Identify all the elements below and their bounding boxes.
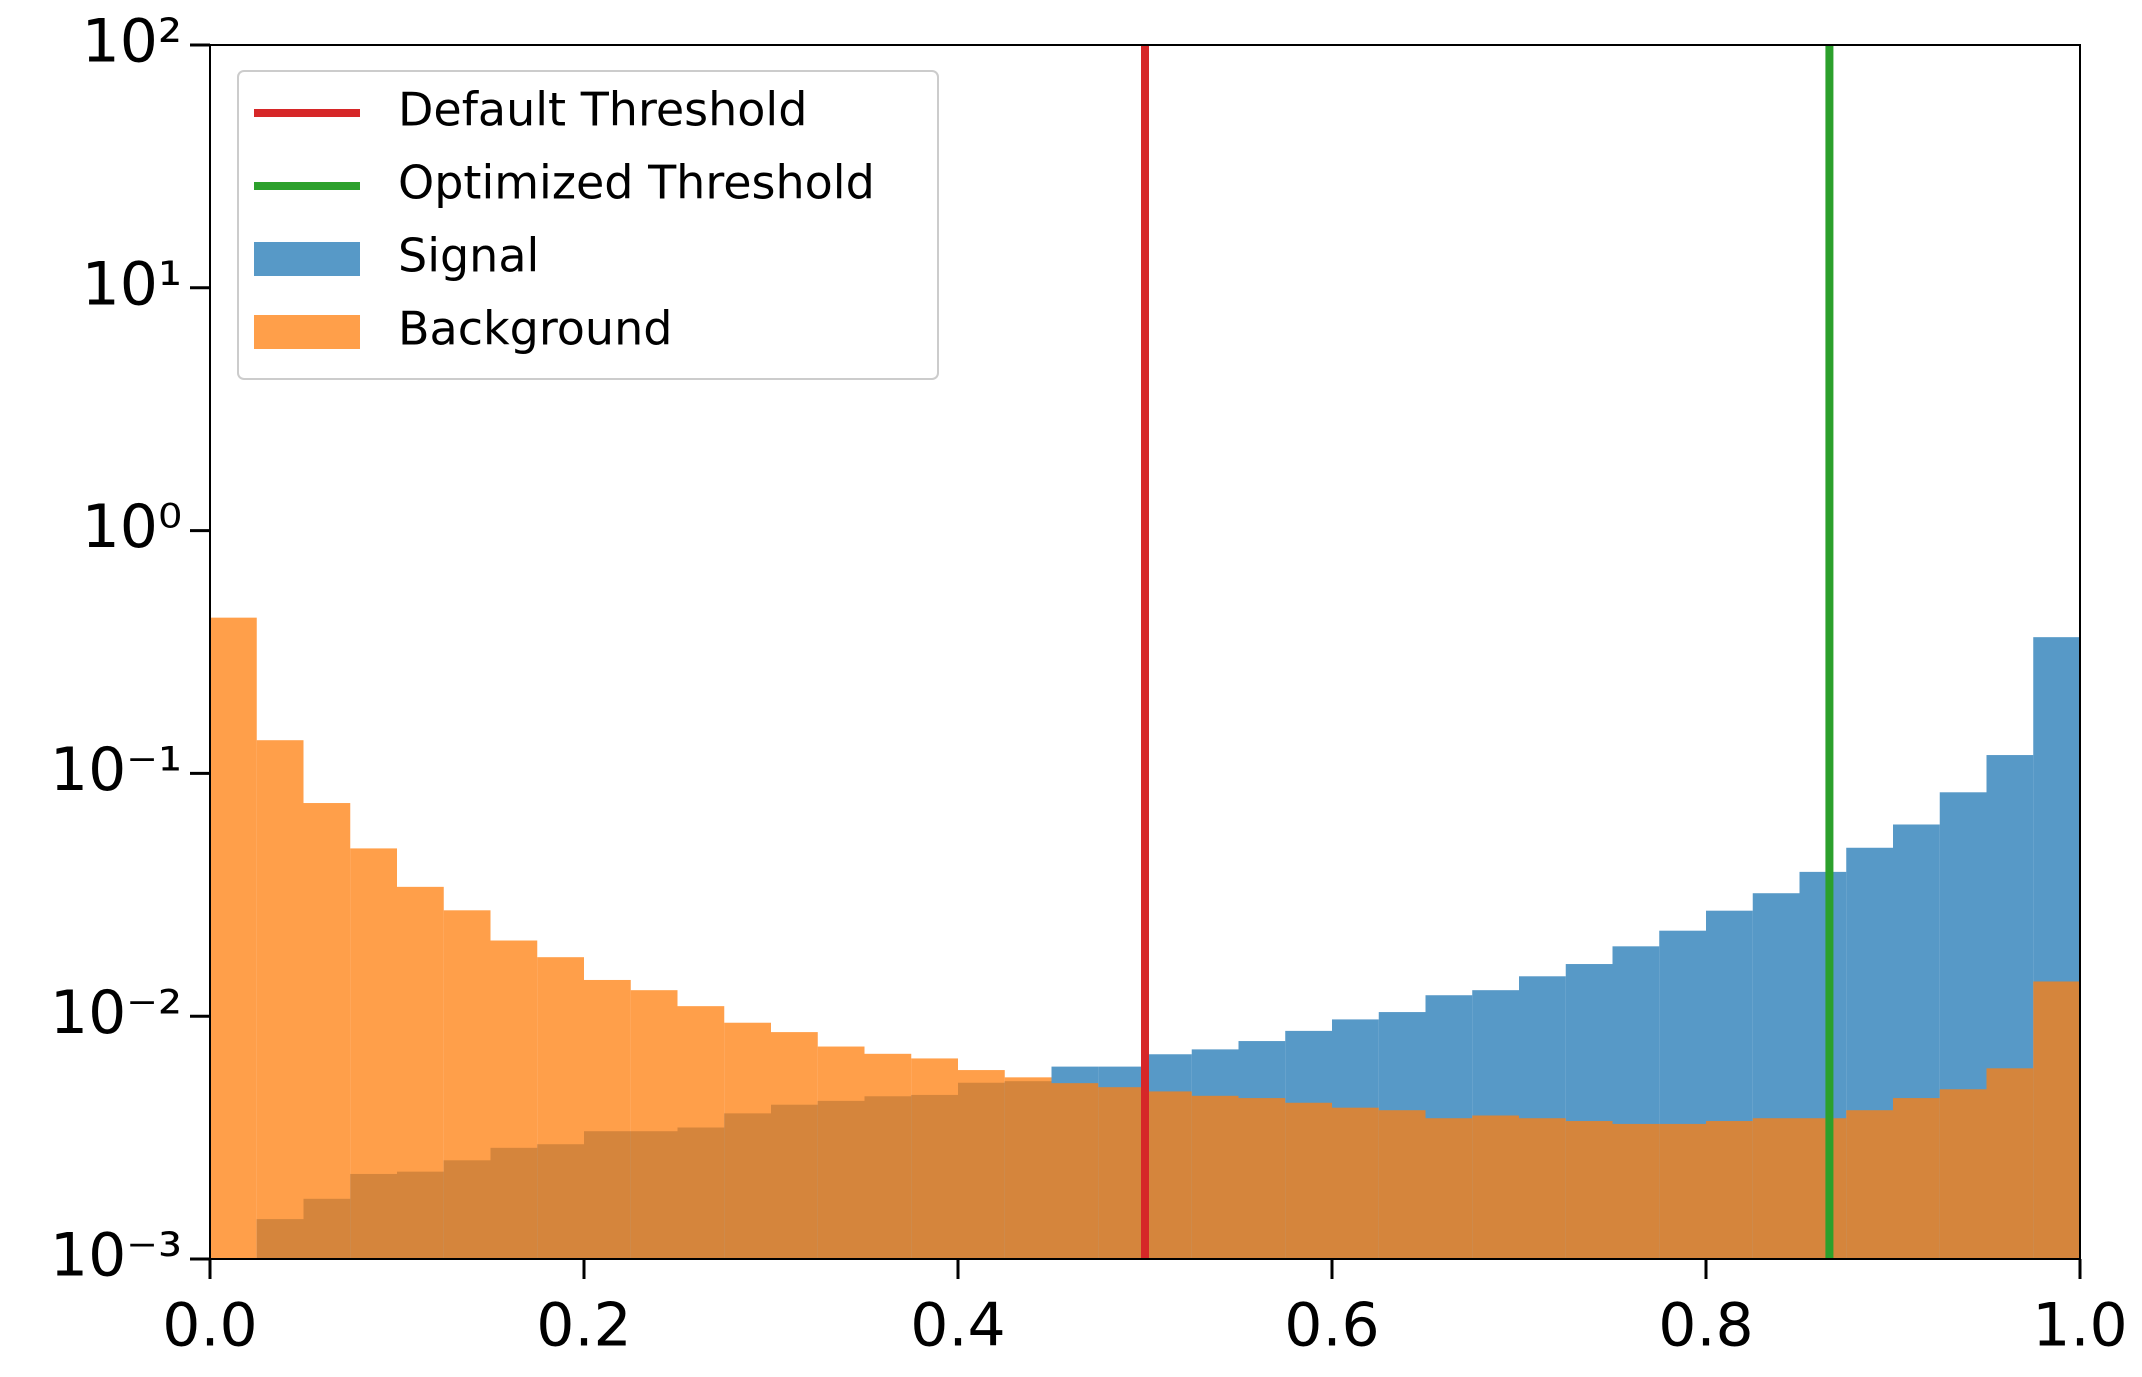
x-tick-label: 0.0	[162, 1291, 257, 1361]
y-tick-label: 10⁻³	[50, 1221, 182, 1291]
histogram-bar	[1846, 1110, 1893, 1259]
legend-label: Signal	[398, 229, 539, 283]
histogram-bar	[210, 617, 257, 1259]
x-tick-label: 0.6	[1284, 1291, 1379, 1361]
histogram-bar	[911, 1058, 958, 1259]
histogram-bar	[1332, 1107, 1379, 1259]
histogram-bar	[630, 990, 678, 1259]
histogram-bar	[1191, 1095, 1239, 1259]
x-tick-label: 0.8	[1658, 1291, 1753, 1361]
histogram-bar	[443, 910, 491, 1259]
legend-label: Default Threshold	[398, 83, 807, 137]
histogram-bar	[1706, 1121, 1753, 1259]
histogram-bar	[1612, 1123, 1660, 1259]
histogram-bar	[864, 1053, 912, 1259]
histogram-bar	[1659, 1123, 1706, 1259]
histogram-bar	[1986, 1068, 2034, 1259]
histogram-bar	[1752, 1118, 1800, 1259]
legend-label: Background	[398, 302, 672, 356]
histogram-bar	[1378, 1110, 1426, 1259]
histogram-bar	[537, 957, 584, 1259]
histogram-bar	[1051, 1083, 1099, 1259]
histogram-bar	[1145, 1091, 1192, 1259]
histogram-bar	[397, 886, 444, 1259]
y-tick-label: 10¹	[82, 249, 182, 319]
histogram-bar	[817, 1046, 865, 1259]
histogram-bar	[1098, 1087, 1145, 1259]
histogram-bar	[1004, 1077, 1052, 1259]
histogram-bar	[1285, 1102, 1332, 1259]
y-tick-label: 10⁻¹	[50, 735, 182, 805]
histogram-bar	[490, 940, 538, 1259]
legend-label: Optimized Threshold	[398, 156, 875, 210]
histogram-bar	[1472, 1115, 1519, 1259]
legend-frame	[237, 70, 939, 380]
histogram-bar	[1893, 1098, 1940, 1259]
histogram-bar	[1565, 1121, 1613, 1259]
x-tick-label: 0.2	[536, 1291, 631, 1361]
histogram-bar	[1799, 1118, 1847, 1259]
plot-frame	[209, 44, 2081, 1260]
y-tick-label: 10²	[82, 7, 182, 77]
histogram-bar	[1238, 1098, 1286, 1259]
x-tick-label: 1.0	[2032, 1291, 2127, 1361]
histogram-bar	[724, 1022, 771, 1259]
histogram-bar	[350, 848, 397, 1259]
histogram-bar	[1519, 1118, 1566, 1259]
x-tick-label: 0.4	[910, 1291, 1005, 1361]
y-tick-label: 10⁻²	[50, 978, 182, 1048]
histogram-bar	[256, 740, 304, 1259]
histogram-bar	[584, 979, 631, 1259]
histogram-bar	[958, 1070, 1005, 1259]
legend-patch	[254, 315, 360, 349]
legend-patch	[254, 242, 360, 276]
y-tick-label: 10⁰	[82, 492, 182, 562]
histogram-bar	[303, 803, 351, 1259]
histogram-bar	[771, 1032, 818, 1259]
histogram-bar	[1425, 1118, 1473, 1259]
histogram-bar	[2033, 981, 2080, 1259]
histogram-bar	[677, 1006, 725, 1259]
histogram-bar	[1939, 1089, 1987, 1259]
legend: Default Threshold Optimized Threshold Sign…	[237, 70, 939, 380]
